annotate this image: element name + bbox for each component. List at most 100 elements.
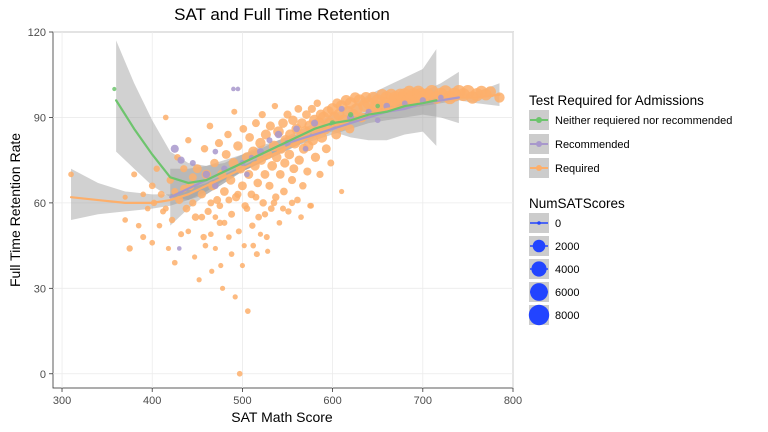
data-point (249, 222, 256, 229)
data-point (212, 182, 219, 190)
smooth-line (115, 99, 438, 185)
legend-size-key-dot (530, 283, 548, 301)
data-point (212, 245, 218, 252)
data-point (321, 144, 331, 154)
x-axis-label: SAT Math Score (231, 409, 333, 425)
legend-size-label: 2000 (555, 241, 579, 253)
data-point (239, 124, 248, 133)
data-point (280, 158, 290, 168)
data-point (198, 213, 206, 221)
data-point (272, 193, 280, 201)
data-point (298, 214, 304, 220)
legend-size-title: NumSATScores (529, 196, 625, 211)
data-point (213, 196, 222, 205)
data-point (294, 155, 304, 165)
data-point (182, 204, 191, 213)
data-point (338, 105, 345, 112)
data-point (135, 222, 142, 229)
data-point (165, 245, 172, 252)
legend-size-key-dot (532, 239, 546, 253)
data-point (345, 124, 355, 134)
data-point (313, 99, 322, 107)
y-axis-ticks: 0 30 60 90 120 (28, 27, 53, 381)
y-tick-label: 120 (28, 27, 46, 39)
y-tick-label: 90 (34, 112, 46, 124)
data-point (221, 150, 231, 159)
data-point (289, 164, 299, 174)
data-point (283, 110, 292, 119)
data-point (245, 133, 254, 142)
data-point (244, 308, 251, 314)
legend-size-key-dot (531, 261, 547, 277)
data-point (153, 165, 160, 172)
x-axis-ticks: 300 400 500 600 700 800 (53, 388, 522, 407)
data-point (162, 205, 169, 212)
y-tick-label: 30 (34, 283, 46, 295)
data-point (144, 205, 151, 212)
data-point (248, 146, 259, 157)
legend-key-dot (536, 141, 542, 147)
data-point (204, 207, 212, 216)
data-point (168, 216, 176, 224)
data-point (231, 86, 236, 92)
data-point (197, 190, 207, 199)
data-point (189, 159, 196, 167)
data-point (234, 190, 242, 198)
data-point (212, 214, 219, 220)
data-point (200, 145, 209, 153)
data-point (294, 196, 301, 204)
data-point (265, 248, 271, 254)
data-point (316, 170, 324, 179)
data-point (231, 108, 238, 115)
data-point (271, 152, 282, 163)
data-point (210, 158, 219, 168)
data-point (260, 129, 271, 140)
data-point (316, 132, 328, 143)
data-point (122, 217, 128, 223)
legend-color-label: Recommended (555, 139, 630, 151)
data-point (122, 194, 128, 200)
data-point (171, 259, 178, 266)
legend-size-key-dot (528, 304, 550, 326)
data-point (131, 171, 138, 178)
chart-title: SAT and Full Time Retention (174, 5, 390, 24)
data-point (170, 144, 179, 153)
data-point (255, 213, 262, 221)
data-point (288, 199, 296, 207)
data-point (265, 121, 275, 131)
data-point (228, 210, 236, 218)
data-point (221, 219, 228, 226)
data-point (191, 254, 198, 260)
data-point (279, 205, 287, 212)
legend-key-dot (536, 117, 542, 123)
y-axis-label: Full Time Retention Rate (7, 133, 23, 287)
data-point (348, 111, 354, 118)
data-point (266, 137, 273, 144)
data-point (251, 119, 260, 128)
data-point (68, 171, 74, 178)
data-point (257, 231, 264, 237)
legend-size-key-dot (537, 221, 541, 225)
data-point (226, 175, 236, 185)
data-point (185, 228, 192, 235)
data-point (311, 119, 319, 127)
data-point (200, 233, 207, 241)
data-point (220, 187, 229, 196)
data-point (235, 86, 241, 92)
data-point (216, 202, 224, 210)
data-point (239, 262, 246, 269)
data-point (250, 242, 257, 249)
data-point (244, 171, 250, 178)
data-point (219, 285, 226, 291)
data-point (299, 182, 307, 190)
data-point (307, 202, 313, 209)
data-point (148, 182, 156, 190)
legend-key-dot (536, 165, 542, 171)
data-point (294, 105, 303, 113)
data-point (216, 219, 224, 227)
x-tick-label: 600 (323, 395, 341, 407)
data-point (293, 125, 300, 133)
data-point (232, 294, 238, 300)
legend-color-label: Required (555, 163, 600, 175)
